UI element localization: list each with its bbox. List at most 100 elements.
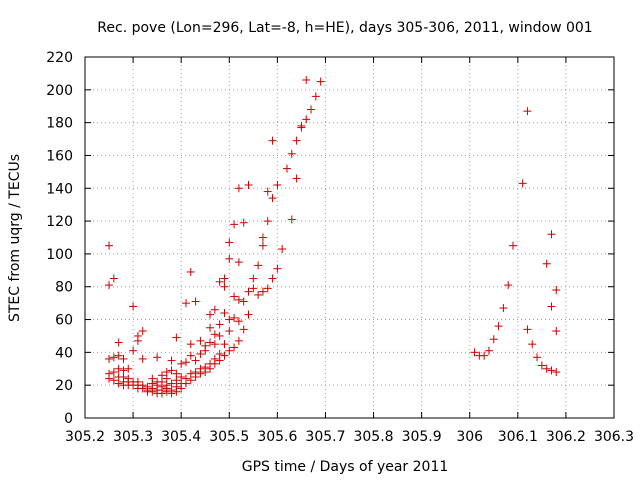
data-point xyxy=(254,290,263,299)
data-point xyxy=(533,353,542,362)
data-point xyxy=(239,297,248,306)
data-point xyxy=(249,284,258,293)
data-point xyxy=(167,389,176,398)
data-point xyxy=(547,302,556,311)
data-point xyxy=(552,286,561,295)
data-point xyxy=(215,356,224,365)
data-point xyxy=(547,230,556,239)
data-point xyxy=(181,379,190,388)
data-point xyxy=(292,174,301,183)
data-point xyxy=(129,346,138,355)
data-point xyxy=(287,215,296,224)
data-point xyxy=(230,220,239,229)
y-tick-label: 60 xyxy=(55,313,73,329)
data-point xyxy=(292,136,301,145)
data-point xyxy=(215,320,224,329)
data-point xyxy=(258,241,267,250)
data-point xyxy=(177,359,186,368)
data-point xyxy=(148,387,157,396)
data-point xyxy=(181,358,190,367)
data-point xyxy=(258,287,267,296)
data-point xyxy=(220,351,229,360)
chart-title: Rec. pove (Lon=296, Lat=-8, h=HE), days … xyxy=(97,20,592,36)
data-point xyxy=(177,384,186,393)
data-point xyxy=(114,364,123,373)
data-point xyxy=(225,346,234,355)
data-point xyxy=(278,244,287,253)
data-point xyxy=(249,274,258,283)
data-point xyxy=(273,180,282,189)
data-point xyxy=(225,327,234,336)
data-point xyxy=(196,336,205,345)
data-point xyxy=(480,351,489,360)
data-point xyxy=(239,218,248,227)
data-point xyxy=(114,351,123,360)
x-axis-title: GPS time / Days of year 2011 xyxy=(242,459,449,475)
data-point xyxy=(263,217,272,226)
data-point xyxy=(157,389,166,398)
data-point xyxy=(105,374,114,383)
data-point xyxy=(307,105,316,114)
data-point xyxy=(220,274,229,283)
data-point xyxy=(114,338,123,347)
data-point xyxy=(186,340,195,349)
x-tick-label: 305.7 xyxy=(305,429,345,445)
data-point xyxy=(162,387,171,396)
data-point xyxy=(133,336,142,345)
data-point xyxy=(206,310,215,319)
data-point xyxy=(225,254,234,263)
x-tick-label: 305.3 xyxy=(113,429,153,445)
data-point xyxy=(268,136,277,145)
data-point xyxy=(105,281,114,290)
data-point xyxy=(523,107,532,116)
data-point xyxy=(167,366,176,375)
data-point xyxy=(504,281,513,290)
data-point xyxy=(191,356,200,365)
data-point xyxy=(254,261,263,270)
data-point xyxy=(499,304,508,313)
data-point xyxy=(258,233,267,242)
data-point xyxy=(210,359,219,368)
data-point xyxy=(206,338,215,347)
data-point xyxy=(206,323,215,332)
y-tick-label: 200 xyxy=(46,83,73,99)
y-tick-label: 140 xyxy=(46,181,73,197)
data-point xyxy=(542,364,551,373)
data-point xyxy=(287,149,296,158)
data-point xyxy=(523,325,532,334)
data-point xyxy=(109,274,118,283)
data-point xyxy=(129,302,138,311)
data-point xyxy=(191,372,200,381)
y-tick-label: 100 xyxy=(46,247,73,263)
plot-frame xyxy=(84,56,615,419)
data-point xyxy=(201,346,210,355)
y-tick-label: 180 xyxy=(46,116,73,132)
y-tick-label: 0 xyxy=(64,411,73,427)
data-point xyxy=(109,368,118,377)
data-point xyxy=(302,115,311,124)
data-points xyxy=(105,75,561,398)
data-point xyxy=(552,327,561,336)
data-point xyxy=(542,259,551,268)
data-point xyxy=(225,315,234,324)
data-point xyxy=(273,264,282,273)
data-point xyxy=(191,297,200,306)
data-point xyxy=(172,387,181,396)
data-point xyxy=(186,267,195,276)
data-point xyxy=(109,376,118,385)
x-tick-label: 305.6 xyxy=(257,429,297,445)
data-point xyxy=(547,366,556,375)
data-point xyxy=(186,351,195,360)
data-point xyxy=(230,292,239,301)
data-point xyxy=(244,310,253,319)
data-point xyxy=(239,325,248,334)
y-tick-label: 160 xyxy=(46,148,73,164)
data-point xyxy=(230,313,239,322)
data-point xyxy=(537,361,546,370)
y-tick-label: 120 xyxy=(46,214,73,230)
y-tick-label: 20 xyxy=(55,378,73,394)
data-point xyxy=(509,241,518,250)
data-point xyxy=(225,238,234,247)
grid-lines xyxy=(85,57,614,418)
data-point xyxy=(138,354,147,363)
